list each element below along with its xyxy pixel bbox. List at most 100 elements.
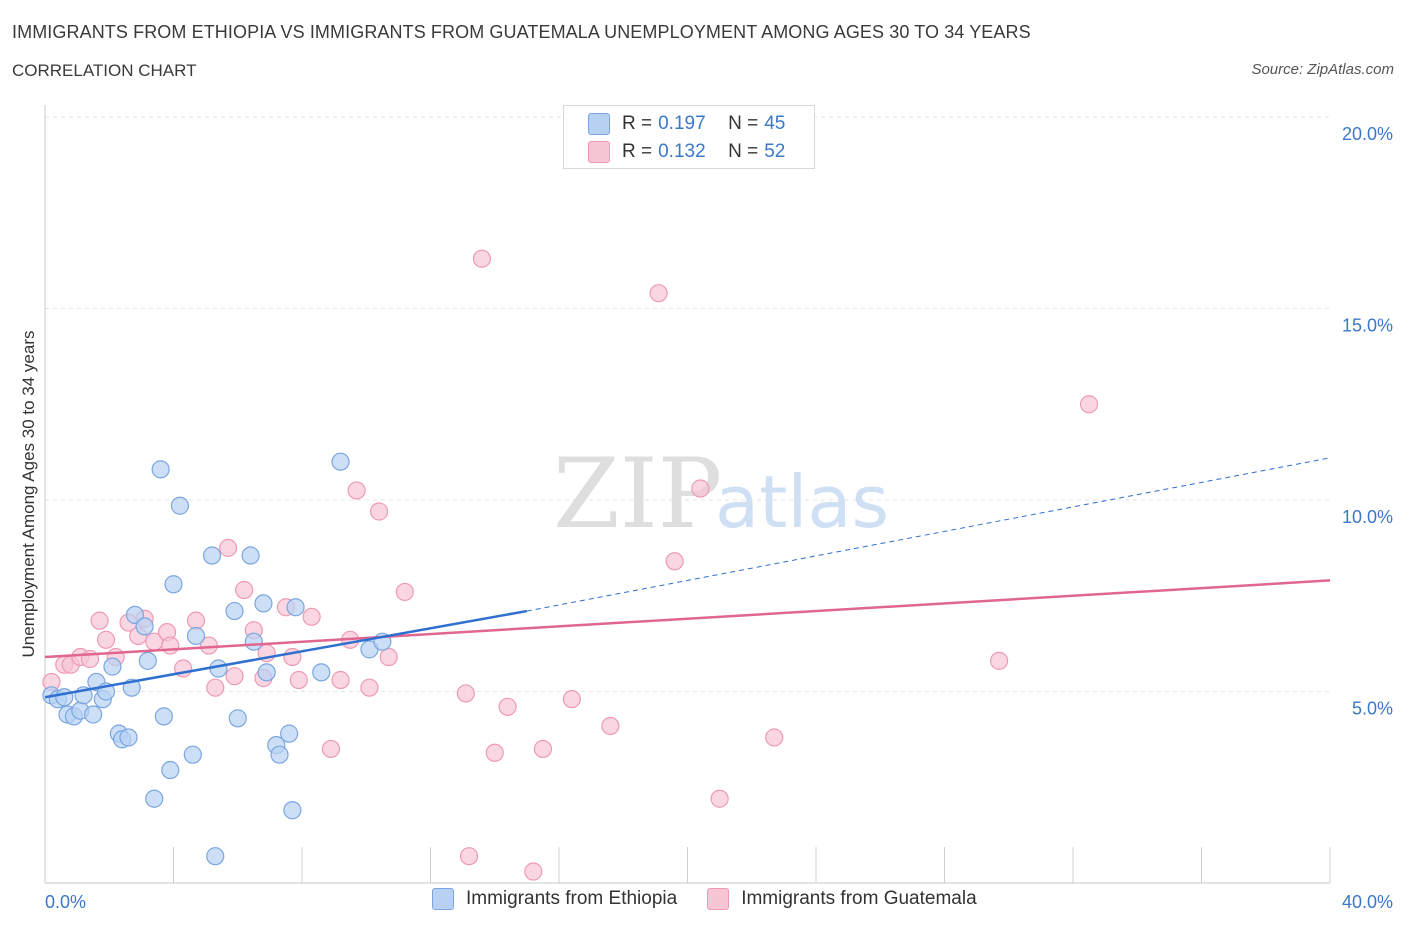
ethiopia-point — [84, 705, 103, 724]
guatemala-point — [485, 743, 504, 762]
ethiopia-point — [154, 707, 173, 726]
ethiopia-point — [135, 617, 154, 636]
axis-layer — [44, 105, 1331, 884]
ethiopia-point — [170, 496, 190, 515]
guatemala-point — [710, 789, 729, 808]
legend-label-ethiopia: Immigrants from Ethiopia — [466, 888, 678, 909]
stats-legend: R = 0.197 N = 45 R = 0.132 N = 52 — [563, 105, 815, 169]
guatemala-point — [533, 739, 553, 759]
guatemala-point — [206, 678, 225, 697]
guatemala-point — [665, 552, 684, 571]
ethiopia-point — [164, 575, 183, 594]
n-label: N = — [728, 141, 759, 162]
legend-row-ethiopia: R = 0.197 N = 45 — [588, 111, 785, 137]
guatemala-point — [498, 697, 517, 716]
guatemala-point — [161, 636, 180, 655]
y-axis-label: Unemployment Among Ages 30 to 34 years — [19, 331, 38, 658]
guatemala-point — [370, 502, 389, 521]
y-tick-label: 15.0% — [1342, 316, 1393, 336]
guatemala-points — [42, 249, 1099, 881]
guatemala-n-value: 52 — [764, 141, 786, 162]
guatemala-point — [331, 670, 350, 690]
guatemala-r-value: 0.132 — [658, 141, 706, 162]
ethiopia-point — [244, 632, 263, 651]
ethiopia-point — [186, 626, 206, 646]
ethiopia-point — [270, 745, 289, 764]
legend-item-ethiopia: Immigrants from Ethiopia — [432, 888, 677, 910]
ethiopia-point — [254, 594, 273, 613]
ethiopia-point — [55, 688, 74, 707]
ethiopia-legend-swatch — [432, 888, 454, 910]
series-legend: Immigrants from Ethiopia Immigrants from… — [432, 888, 1007, 910]
r-label: R = — [622, 113, 653, 134]
guatemala-point — [1079, 395, 1099, 414]
guatemala-point — [459, 847, 479, 866]
guatemala-point — [96, 630, 116, 649]
guatemala-point — [219, 538, 238, 557]
trend-layer — [44, 457, 1331, 699]
guatemala-point — [347, 481, 366, 500]
guatemala-point — [360, 678, 379, 697]
guatemala-point — [225, 667, 244, 686]
ethiopia-point — [280, 724, 299, 743]
ethiopia-point — [103, 657, 122, 676]
ethiopia-trend-line — [44, 609, 528, 699]
r-label: R = — [622, 141, 653, 162]
x-tick-label-max: 40.0% — [1342, 892, 1393, 912]
ethiopia-point — [225, 601, 244, 621]
guatemala-point — [235, 580, 254, 600]
ethiopia-point — [145, 789, 164, 808]
chart-title: IMMIGRANTS FROM ETHIOPIA VS IMMIGRANTS F… — [12, 22, 1031, 42]
guatemala-point — [990, 651, 1009, 670]
ethiopia-point — [241, 546, 260, 565]
guatemala-trend-line — [44, 579, 1331, 659]
guatemala-point — [765, 728, 784, 747]
guatemala-point — [456, 684, 475, 703]
ethiopia-point — [283, 801, 302, 820]
ethiopia-point — [206, 847, 225, 866]
ethiopia-point — [161, 760, 180, 780]
y-tick-label: 5.0% — [1352, 699, 1393, 719]
guatemala-swatch — [588, 141, 610, 163]
ethiopia-point — [202, 546, 222, 565]
ethiopia-point — [312, 663, 331, 682]
ethiopia-trend-extension — [526, 457, 1331, 612]
ethiopia-swatch — [588, 113, 610, 135]
guatemala-point — [302, 607, 321, 626]
legend-row-guatemala: R = 0.132 N = 52 — [588, 139, 785, 165]
ethiopia-point — [151, 460, 170, 479]
guatemala-point — [649, 284, 668, 303]
x-tick-label-min: 0.0% — [45, 892, 86, 912]
watermark-atlas: atlas — [715, 460, 889, 544]
guatemala-point — [321, 739, 341, 759]
guatemala-point — [395, 582, 414, 602]
ethiopia-n-value: 45 — [764, 113, 786, 134]
ethiopia-point — [228, 709, 247, 728]
guatemala-point — [90, 611, 109, 630]
guatemala-point — [289, 670, 308, 690]
ethiopia-r-value: 0.197 — [658, 113, 706, 134]
ethiopia-point — [286, 598, 305, 617]
ethiopia-point — [331, 452, 350, 471]
ethiopia-point — [257, 663, 276, 682]
ethiopia-point — [138, 651, 157, 670]
guatemala-point — [691, 479, 710, 498]
guatemala-point — [379, 647, 398, 667]
guatemala-point — [186, 611, 206, 630]
ethiopia-point — [119, 728, 138, 747]
watermark: ZIP atlas — [553, 438, 889, 550]
guatemala-point — [562, 690, 581, 709]
guatemala-point — [524, 862, 543, 881]
guatemala-point — [472, 249, 491, 268]
y-tick-label: 10.0% — [1342, 507, 1393, 527]
chart-subtitle: CORRELATION CHART — [12, 61, 197, 80]
legend-label-guatemala: Immigrants from Guatemala — [741, 888, 977, 909]
legend-item-guatemala: Immigrants from Guatemala — [707, 888, 977, 910]
n-label: N = — [728, 113, 759, 134]
guatemala-point — [601, 716, 620, 736]
y-tick-label: 20.0% — [1342, 124, 1393, 144]
ethiopia-point — [183, 745, 202, 764]
y-tick-labels: 5.0% 10.0% 15.0% 20.0% — [1342, 124, 1393, 719]
guatemala-legend-swatch — [707, 888, 730, 910]
